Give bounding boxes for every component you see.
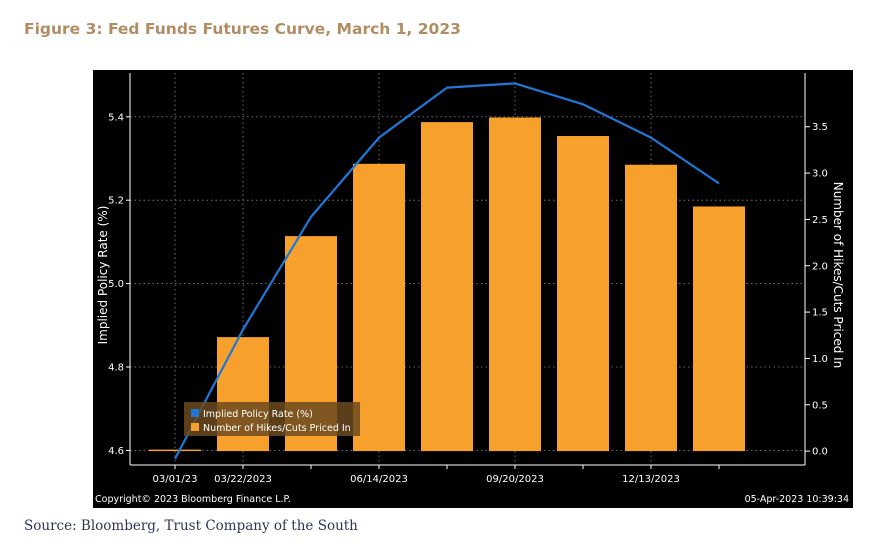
- x-tick-label: 06/14/2023: [350, 474, 408, 485]
- y-tick-label-left: 5.4: [108, 112, 124, 123]
- bar-hikes-cuts: [489, 117, 541, 452]
- legend-swatch-hikes-cuts: [191, 423, 199, 431]
- y-axis-right-label: Number of Hikes/Cuts Priced In: [831, 182, 845, 369]
- y-tick-label-left: 5.2: [108, 196, 124, 207]
- source-note: Source: Bloomberg, Trust Company of the …: [24, 518, 358, 534]
- y-tick-label-left: 4.6: [108, 446, 124, 457]
- y-tick-label-right: 3.5: [812, 122, 828, 133]
- copyright-text: Copyright© 2023 Bloomberg Finance L.P.: [95, 494, 291, 505]
- legend-box: [184, 402, 360, 436]
- y-tick-label-right: 0.5: [812, 400, 828, 411]
- y-tick-label-right: 1.0: [812, 354, 828, 365]
- legend-label-hikes-cuts: Number of Hikes/Cuts Priced In: [203, 423, 351, 434]
- bar-hikes-cuts: [557, 136, 609, 452]
- bar-hikes-cuts: [353, 163, 405, 452]
- futures-curve-chart: 4.6 4.8 5.0 5.2 5.4 0.0 0.5 1.0 1.5 2.0 2.5 3.0 3.5 0…: [93, 70, 853, 508]
- y-tick-label-left: 5.0: [108, 279, 124, 290]
- y-tick-label-right: 2.5: [812, 215, 828, 226]
- legend-label-implied-rate: Implied Policy Rate (%): [203, 409, 313, 420]
- y-tick-label-left: 4.8: [108, 363, 124, 374]
- x-tick-label: 03/22/2023: [214, 474, 272, 485]
- line-implied-policy-rate: [174, 82, 720, 460]
- bar-hikes-cuts: [693, 206, 745, 452]
- x-tick-label: 09/20/2023: [486, 474, 544, 485]
- y-axis-left-label: Implied Policy Rate (%): [96, 206, 110, 345]
- x-tick-label: 03/01/23: [153, 474, 198, 485]
- y-tick-label-right: 0.0: [812, 447, 828, 458]
- x-tick-label: 12/13/2023: [622, 474, 680, 485]
- legend-swatch-implied-rate: [191, 409, 199, 417]
- bar-hikes-cuts: [625, 164, 677, 452]
- y-tick-label-right: 3.0: [812, 169, 828, 180]
- y-tick-label-right: 2.0: [812, 261, 828, 272]
- legend: Implied Policy Rate (%) Number of Hikes/…: [184, 402, 360, 436]
- timestamp-text: 05-Apr-2023 10:39:34: [745, 494, 849, 505]
- bar-hikes-cuts: [149, 449, 201, 452]
- y-tick-label-right: 1.5: [812, 308, 828, 319]
- bar-hikes-cuts: [421, 122, 473, 452]
- figure-title: Figure 3: Fed Funds Futures Curve, March…: [24, 20, 461, 38]
- chart-container: 4.6 4.8 5.0 5.2 5.4 0.0 0.5 1.0 1.5 2.0 2.5 3.0 3.5 0…: [93, 70, 853, 508]
